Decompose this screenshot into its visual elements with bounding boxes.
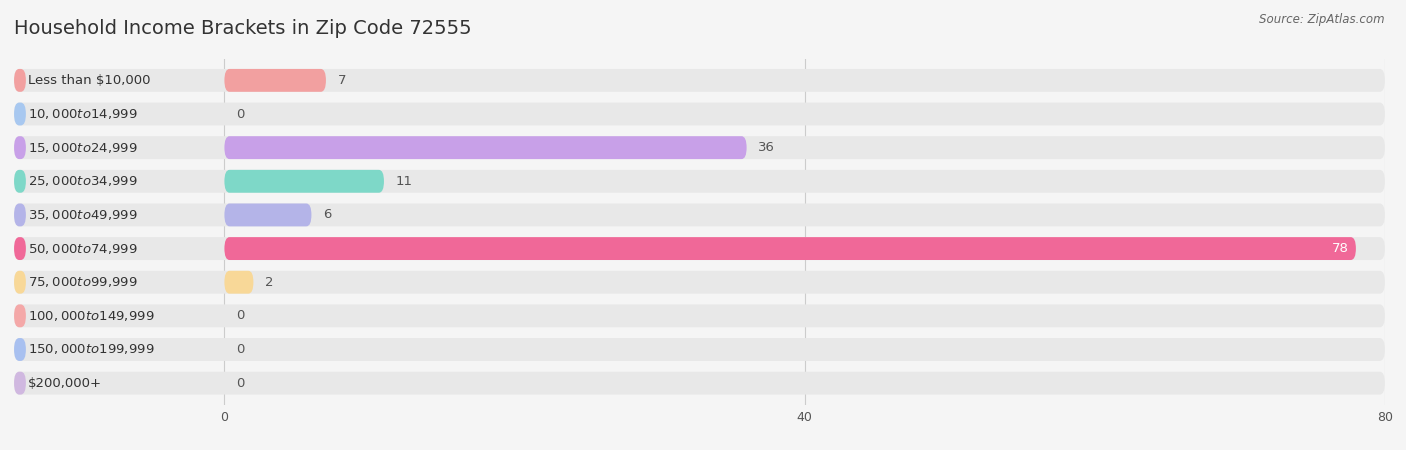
- FancyBboxPatch shape: [14, 338, 1385, 361]
- Text: $200,000+: $200,000+: [28, 377, 101, 390]
- FancyBboxPatch shape: [225, 136, 747, 159]
- Text: $75,000 to $99,999: $75,000 to $99,999: [28, 275, 138, 289]
- Text: 0: 0: [236, 343, 245, 356]
- FancyBboxPatch shape: [14, 69, 1385, 92]
- FancyBboxPatch shape: [14, 338, 25, 361]
- Text: 6: 6: [323, 208, 332, 221]
- Text: 78: 78: [1331, 242, 1348, 255]
- Text: 36: 36: [758, 141, 775, 154]
- FancyBboxPatch shape: [14, 271, 25, 294]
- FancyBboxPatch shape: [14, 237, 1385, 260]
- Text: $15,000 to $24,999: $15,000 to $24,999: [28, 141, 138, 155]
- FancyBboxPatch shape: [14, 304, 25, 327]
- FancyBboxPatch shape: [14, 372, 1385, 395]
- FancyBboxPatch shape: [14, 103, 1385, 126]
- Text: $50,000 to $74,999: $50,000 to $74,999: [28, 242, 138, 256]
- Text: 2: 2: [264, 276, 274, 289]
- FancyBboxPatch shape: [14, 372, 25, 395]
- Text: 0: 0: [236, 377, 245, 390]
- FancyBboxPatch shape: [14, 203, 1385, 226]
- FancyBboxPatch shape: [14, 271, 1385, 294]
- FancyBboxPatch shape: [14, 103, 25, 126]
- Text: Less than $10,000: Less than $10,000: [28, 74, 150, 87]
- Text: $10,000 to $14,999: $10,000 to $14,999: [28, 107, 138, 121]
- FancyBboxPatch shape: [225, 170, 384, 193]
- FancyBboxPatch shape: [14, 136, 1385, 159]
- Text: 0: 0: [236, 309, 245, 322]
- Text: 0: 0: [236, 108, 245, 121]
- FancyBboxPatch shape: [14, 170, 25, 193]
- FancyBboxPatch shape: [14, 237, 25, 260]
- Text: 11: 11: [395, 175, 412, 188]
- FancyBboxPatch shape: [225, 237, 1355, 260]
- FancyBboxPatch shape: [14, 69, 25, 92]
- FancyBboxPatch shape: [225, 271, 253, 294]
- FancyBboxPatch shape: [14, 304, 1385, 327]
- Text: 7: 7: [337, 74, 346, 87]
- FancyBboxPatch shape: [14, 203, 25, 226]
- Text: $100,000 to $149,999: $100,000 to $149,999: [28, 309, 155, 323]
- FancyBboxPatch shape: [225, 203, 312, 226]
- Text: Household Income Brackets in Zip Code 72555: Household Income Brackets in Zip Code 72…: [14, 19, 471, 38]
- Text: Source: ZipAtlas.com: Source: ZipAtlas.com: [1260, 14, 1385, 27]
- FancyBboxPatch shape: [14, 136, 25, 159]
- FancyBboxPatch shape: [14, 170, 1385, 193]
- Text: $150,000 to $199,999: $150,000 to $199,999: [28, 342, 155, 356]
- Text: $25,000 to $34,999: $25,000 to $34,999: [28, 174, 138, 188]
- FancyBboxPatch shape: [225, 69, 326, 92]
- Text: $35,000 to $49,999: $35,000 to $49,999: [28, 208, 138, 222]
